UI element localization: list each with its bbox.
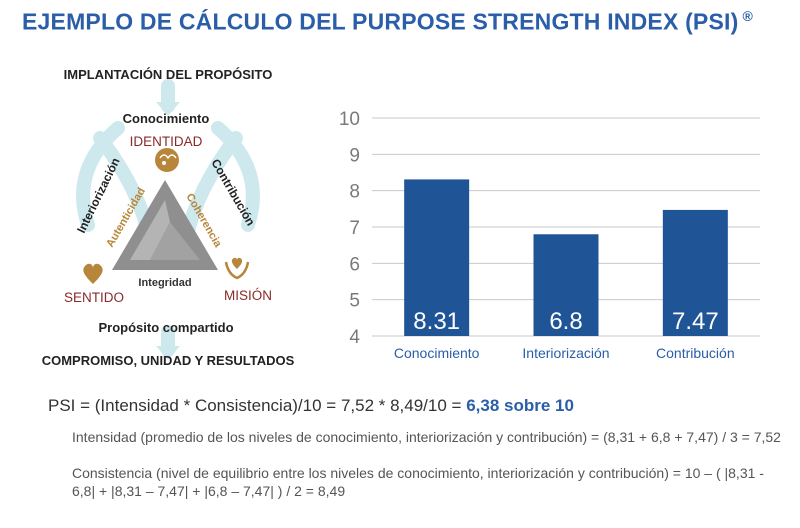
page-title: EJEMPLO DE CÁLCULO DEL PURPOSE STRENGTH … <box>22 8 753 35</box>
y-tick-label: 4 <box>349 327 360 348</box>
identidad-label: IDENTIDAD <box>130 134 203 149</box>
formula-text: PSI = (Intensidad * Consistencia)/10 = 7… <box>48 396 467 415</box>
y-tick-label: 8 <box>349 182 360 203</box>
psi-bar-chart: 4 5 6 7 8 9 10 8.31 6.8 7.47 Conocimiento Interio… <box>339 109 760 361</box>
hands-heart-icon <box>224 257 250 280</box>
head-brain-icon <box>155 148 179 172</box>
y-axis-ticks: 4 5 6 7 8 9 10 <box>339 109 361 348</box>
bars <box>404 179 728 336</box>
x-category-label: Interiorización <box>522 345 609 361</box>
y-tick-label: 7 <box>349 218 360 239</box>
bar-value-label: 7.47 <box>672 308 719 335</box>
psi-result: 6,38 sobre 10 <box>466 396 574 415</box>
registered-mark: ® <box>742 8 753 24</box>
purpose-diagram: IMPLANTACIÓN DEL PROPÓSITO Conocimiento … <box>42 67 295 368</box>
conocimiento-label: Conocimiento <box>123 111 210 126</box>
triangle <box>112 180 218 270</box>
proposito-compartido-label: Propósito compartido <box>98 320 233 335</box>
triangle-shade <box>150 222 200 260</box>
triangle-highlight <box>130 200 170 260</box>
consistencia-note: Consistencia (nivel de equilibrio entre … <box>72 465 764 499</box>
bar-value-label: 6.8 <box>549 308 582 335</box>
bar <box>404 179 470 336</box>
y-tick-label: 6 <box>349 254 360 275</box>
integridad-label: Integridad <box>138 277 191 289</box>
psi-formula: PSI = (Intensidad * Consistencia)/10 = 7… <box>48 396 788 416</box>
x-axis-categories: Conocimiento Interiorización Contribución <box>394 345 735 361</box>
bar-value-labels: 8.31 6.8 7.47 <box>413 308 718 335</box>
y-tick-label: 10 <box>339 109 360 130</box>
implantacion-label: IMPLANTACIÓN DEL PROPÓSITO <box>64 67 273 82</box>
heart-icon <box>83 263 103 284</box>
y-tick-label: 5 <box>349 291 360 312</box>
right-arc-arrow <box>211 121 260 232</box>
sentido-label: SENTIDO <box>64 290 124 305</box>
arrow-heads <box>156 102 180 360</box>
left-arc-arrow <box>76 121 125 232</box>
y-tick-label: 9 <box>349 145 360 166</box>
mision-label: MISIÓN <box>224 288 272 303</box>
x-category-label: Conocimiento <box>394 345 480 361</box>
bar <box>662 209 728 336</box>
compromiso-label: COMPROMISO, UNIDAD Y RESULTADOS <box>42 353 295 368</box>
bar-value-label: 8.31 <box>413 308 460 335</box>
bar <box>533 234 599 336</box>
x-category-label: Contribución <box>656 345 735 361</box>
intensidad-note: Intensidad (promedio de los niveles de c… <box>72 429 781 445</box>
